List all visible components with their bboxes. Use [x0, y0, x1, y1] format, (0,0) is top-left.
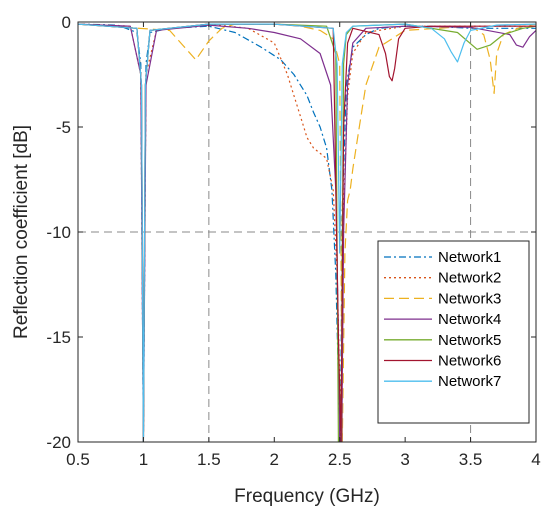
series-line-3: [78, 23, 536, 442]
legend-label: Network7: [438, 373, 501, 390]
y-tick-label: -20: [46, 433, 71, 452]
x-tick-label: 3: [400, 450, 409, 469]
legend-label: Network4: [438, 311, 501, 328]
legend-box: [377, 240, 530, 424]
x-tick-label: 2: [270, 450, 279, 469]
series-line-1: [78, 23, 536, 442]
x-tick-label: 0.5: [66, 450, 90, 469]
series-line-7: [78, 23, 536, 442]
x-tick-label: 2.5: [328, 450, 352, 469]
reference-grid: [78, 22, 536, 442]
y-tick-label: 0: [62, 13, 71, 32]
legend-label: Network1: [438, 249, 501, 266]
y-tick-label: -15: [46, 328, 71, 347]
axis-ticks: 0.5 1 1.5 2 2.5 3 3.5 4 -20 -15 -10 -5 0: [46, 13, 540, 469]
y-tick-label: -5: [56, 118, 71, 137]
x-tick-label: 4: [531, 450, 540, 469]
x-tick-label: 1: [139, 450, 148, 469]
legend-label: Network2: [438, 270, 501, 287]
legend-label: Network5: [438, 332, 501, 349]
legend-label: Network6: [438, 353, 501, 370]
y-axis-label: Reflection coefficient [dB]: [11, 125, 32, 339]
x-tick-label: 3.5: [459, 450, 483, 469]
x-tick-label: 1.5: [197, 450, 221, 469]
series-line-2: [78, 23, 536, 442]
legend: Network1 Network2 Network3 Network4 Network5…: [377, 240, 530, 424]
legend-label: Network3: [438, 290, 501, 307]
y-tick-label: -10: [46, 223, 71, 242]
series-group: [78, 23, 536, 442]
x-axis-label: Frequency (GHz): [234, 486, 380, 507]
